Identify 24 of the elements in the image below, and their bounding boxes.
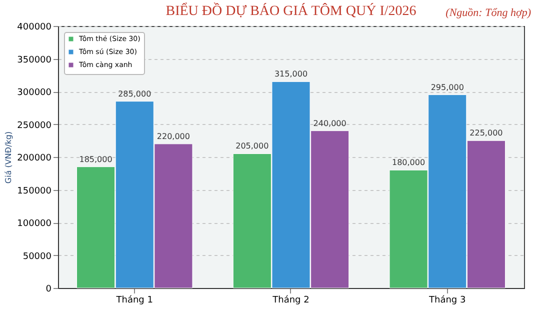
data-label: 180,000 <box>392 158 426 168</box>
x-tick-label: Tháng 1 <box>115 294 153 306</box>
y-tick-label: 50000 <box>22 252 52 262</box>
data-label: 240,000 <box>313 118 346 128</box>
y-tick-label: 300000 <box>17 88 52 98</box>
data-label: 185,000 <box>79 154 112 164</box>
chart-title: BIỂU ĐỒ DỰ BÁO GIÁ TÔM QUÝ I/2026 <box>166 2 416 19</box>
data-label: 295,000 <box>430 82 464 92</box>
x-tick-label: Tháng 3 <box>428 294 466 306</box>
y-axis-title: Giá (VNĐ/kg) <box>4 131 14 184</box>
x-tick-label: Tháng 2 <box>272 294 310 306</box>
y-tick-label: 200000 <box>17 154 52 164</box>
y-tick-label: 350000 <box>17 55 52 66</box>
y-tick-label: 400000 <box>17 22 52 32</box>
y-tick-label: 150000 <box>17 186 52 196</box>
data-label: 315,000 <box>274 70 308 79</box>
data-label: 220,000 <box>156 132 190 141</box>
data-label: 225,000 <box>470 128 503 138</box>
data-label: 285,000 <box>118 89 152 98</box>
y-tick-label: 0 <box>46 284 52 294</box>
y-tick-label: 250000 <box>17 120 52 131</box>
data-label: 205,000 <box>236 142 269 151</box>
text: (Nguồn: Tổng hợp) <box>446 7 531 19</box>
y-tick-label: 100000 <box>17 219 52 229</box>
